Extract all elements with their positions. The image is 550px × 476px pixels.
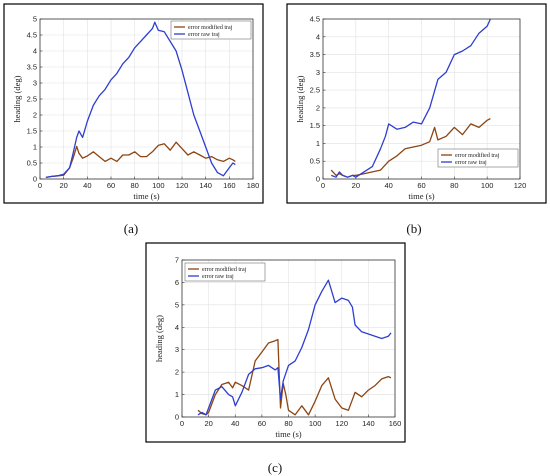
y-tick-label: 0 <box>316 175 320 184</box>
series-line-raw <box>197 279 392 416</box>
y-axis-label: heading (deg) <box>12 75 22 122</box>
y-axis-label: heading (deg) <box>295 75 305 122</box>
x-tick-label: 140 <box>362 419 375 428</box>
y-tick-label: 4 <box>316 32 320 41</box>
series-line-raw <box>45 21 236 179</box>
x-tick-label: 100 <box>152 181 165 190</box>
legend-label: error modified traj <box>202 266 247 273</box>
x-tick-label: 20 <box>204 419 212 428</box>
series-line-raw <box>330 18 491 178</box>
x-axis-label: time (s) <box>133 191 159 201</box>
y-tick-label: 5 <box>175 300 179 309</box>
x-tick-label: 120 <box>514 181 527 190</box>
y-tick-label: 3 <box>175 345 179 354</box>
x-tick-label: 60 <box>417 181 425 190</box>
x-tick-label: 140 <box>199 181 212 190</box>
x-tick-label: 120 <box>176 181 189 190</box>
y-tick-label: 3.5 <box>27 63 37 72</box>
y-tick-label: 3 <box>33 79 37 88</box>
x-tick-label: 0 <box>180 419 184 428</box>
y-tick-label: 0.5 <box>310 157 320 166</box>
x-tick-label: 40 <box>83 181 91 190</box>
legend-label: error raw traj <box>188 32 220 38</box>
legend-box <box>184 262 266 282</box>
x-tick-label: 80 <box>130 181 138 190</box>
y-tick-label: 3 <box>316 68 320 77</box>
y-tick-label: 0 <box>33 175 37 184</box>
y-tick-label: 1 <box>316 139 320 148</box>
y-tick-label: 0.5 <box>27 159 37 168</box>
x-tick-label: 0 <box>321 181 325 190</box>
y-tick-label: 2 <box>33 111 37 120</box>
x-tick-label: 60 <box>107 181 115 190</box>
y-tick-label: 2.5 <box>27 95 37 104</box>
x-tick-label: 100 <box>481 181 494 190</box>
x-tick-label: 20 <box>352 181 360 190</box>
x-tick-label: 100 <box>309 419 322 428</box>
y-tick-label: 2 <box>175 368 179 377</box>
chart-panel-b: 0 20 40 60 80 100 120 0 0.5 1 1.5 2 2.5 3 3.5 4 4.5 time … <box>286 3 547 204</box>
y-tick-label: 4 <box>33 47 37 56</box>
x-tick-label: 20 <box>59 181 67 190</box>
legend-label: error raw traj <box>455 160 487 166</box>
panel-frame <box>286 3 547 204</box>
y-tick-label: 5 <box>33 15 37 24</box>
x-tick-label: 80 <box>450 181 458 190</box>
chart-panel-c: 0 20 40 60 80 100 120 140 160 0 1 2 3 4 5 6 7 time (s) hea… <box>145 242 406 443</box>
y-tick-label: 1 <box>175 390 179 399</box>
y-tick-label: 2 <box>316 103 320 112</box>
legend-label: error modified traj <box>455 152 500 159</box>
panel-caption: (b) <box>406 221 421 236</box>
y-tick-label: 1 <box>33 143 37 152</box>
y-tick-label: 4.5 <box>27 31 37 40</box>
x-tick-label: 40 <box>384 181 392 190</box>
series-line-modified <box>197 338 392 416</box>
y-tick-label: 3.5 <box>310 50 320 59</box>
chart-panel-a: 0 20 40 60 80 100 120 140 160 180 0 0.5 1 1.5 2 2.5 3 3.5… <box>3 3 264 204</box>
legend-label: error raw traj <box>202 274 234 280</box>
y-tick-label: 0 <box>175 413 179 422</box>
y-tick-label: 1.5 <box>310 121 320 130</box>
y-tick-label: 7 <box>175 256 179 265</box>
y-axis-label: heading (deg) <box>154 315 164 362</box>
panel-caption: (c) <box>268 460 282 475</box>
legend-box <box>170 20 252 40</box>
x-tick-label: 180 <box>247 181 260 190</box>
y-tick-label: 2.5 <box>310 86 320 95</box>
x-tick-label: 60 <box>258 419 266 428</box>
series-line-modified <box>45 141 236 179</box>
x-axis-label: time (s) <box>275 429 301 439</box>
y-tick-label: 4.5 <box>310 15 320 24</box>
panel-caption: (a) <box>124 221 138 236</box>
x-tick-label: 80 <box>284 419 292 428</box>
y-tick-label: 6 <box>175 278 179 287</box>
x-tick-label: 120 <box>335 419 348 428</box>
y-tick-label: 4 <box>175 323 179 332</box>
x-tick-label: 0 <box>38 181 42 190</box>
x-axis-label: time (s) <box>408 191 434 201</box>
legend-label: error modified traj <box>188 24 233 31</box>
legend-box <box>437 148 519 168</box>
y-tick-label: 1.5 <box>27 127 37 136</box>
x-tick-label: 160 <box>389 419 402 428</box>
x-tick-label: 160 <box>223 181 236 190</box>
x-tick-label: 40 <box>231 419 239 428</box>
